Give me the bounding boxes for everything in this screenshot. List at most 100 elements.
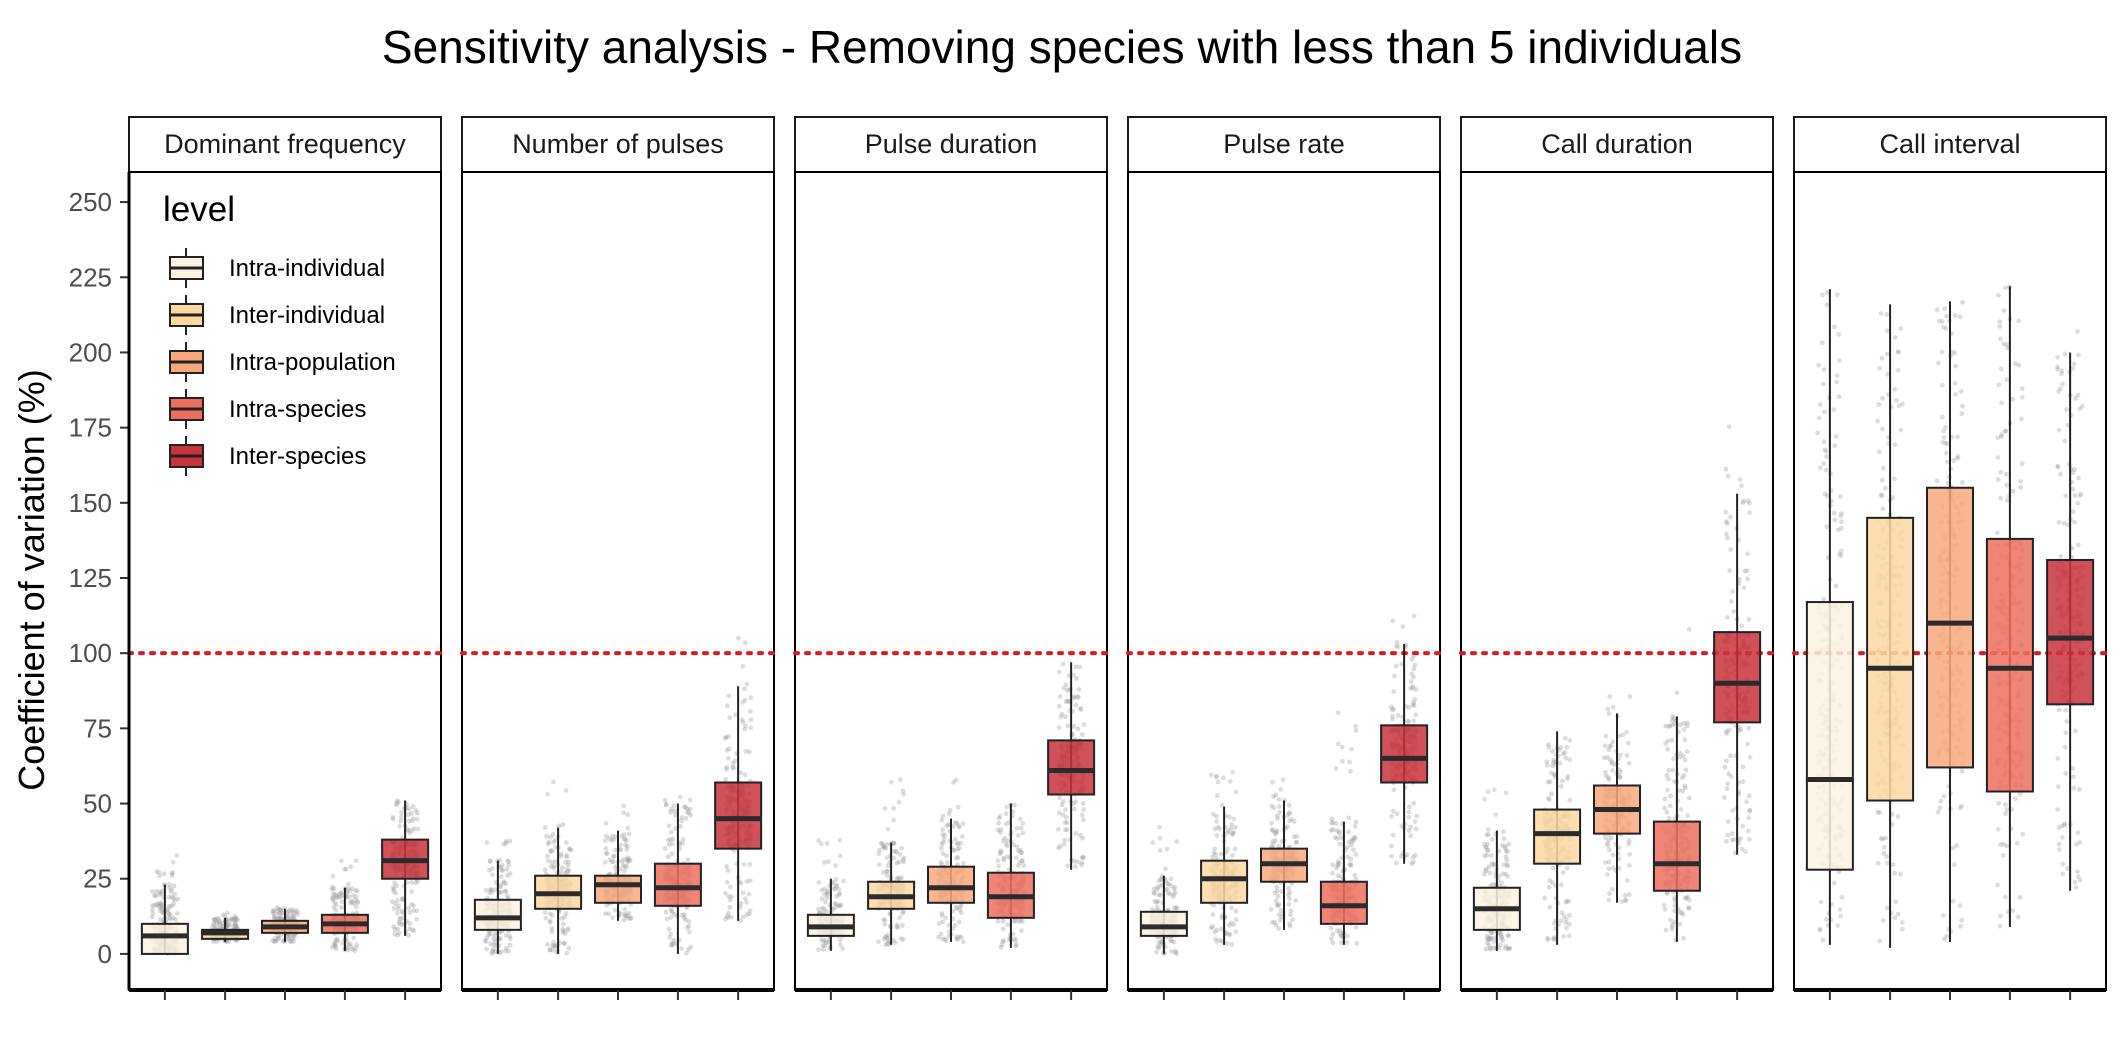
jitter-point: [1278, 908, 1284, 913]
jitter-point: [1330, 827, 1336, 832]
jitter-point: [493, 930, 498, 935]
jitter-point: [683, 816, 689, 821]
jitter-point: [1079, 862, 1085, 868]
jitter-point: [1064, 687, 1070, 693]
jitter-point: [625, 855, 630, 861]
jitter-point: [1328, 828, 1334, 833]
jitter-point: [1013, 943, 1019, 949]
jitter-point: [1155, 898, 1161, 904]
jitter-point: [746, 911, 752, 917]
jitter-point: [1499, 880, 1505, 886]
jitter-point: [331, 886, 337, 892]
jitter-point: [1060, 661, 1066, 667]
jitter-point: [226, 939, 231, 945]
jitter-point: [625, 825, 631, 831]
jitter-point: [414, 816, 420, 822]
jitter-point: [1078, 707, 1084, 712]
jitter-point: [217, 918, 222, 924]
jitter-point: [545, 841, 551, 847]
jitter-point: [1548, 770, 1554, 776]
jitter-point: [1063, 714, 1068, 720]
jitter-point: [951, 847, 957, 853]
jitter-point: [1269, 803, 1274, 809]
jitter-point: [1014, 942, 1019, 948]
jitter-point: [1353, 723, 1359, 729]
jitter-point: [936, 934, 942, 940]
jitter-point: [954, 840, 960, 846]
jitter-point: [331, 940, 337, 946]
jitter-point: [290, 913, 296, 919]
jitter-point: [1484, 852, 1490, 858]
jitter-point: [748, 695, 754, 701]
jitter-point: [955, 854, 961, 860]
jitter-point: [1337, 928, 1343, 933]
jitter-point: [330, 873, 336, 879]
jitter-point: [332, 943, 338, 949]
jitter-point: [1057, 694, 1063, 699]
jitter-point: [172, 891, 178, 897]
jitter-point: [1409, 671, 1415, 677]
jitter-point: [1079, 732, 1085, 737]
jitter-point: [1229, 942, 1235, 947]
jitter-point: [957, 907, 963, 913]
jitter-point: [355, 899, 360, 904]
jitter-point: [1483, 844, 1489, 850]
jitter-point: [1612, 762, 1617, 768]
jitter-point: [1547, 878, 1553, 883]
jitter-point: [1290, 917, 1296, 923]
jitter-point: [620, 863, 626, 869]
jitter-point: [1329, 820, 1335, 826]
jitter-point: [550, 832, 556, 837]
jitter-point: [1017, 860, 1023, 866]
jitter-point: [825, 888, 830, 894]
jitter-point: [941, 836, 947, 842]
jitter-point: [1079, 855, 1085, 861]
jitter-point: [1164, 886, 1170, 892]
jitter-point: [1231, 830, 1237, 836]
jitter-point: [1215, 824, 1221, 830]
jitter-point: [1226, 931, 1232, 937]
jitter-point: [1156, 878, 1162, 884]
jitter-point: [1488, 853, 1494, 858]
jitter-point: [278, 906, 283, 912]
jitter-point: [349, 899, 355, 905]
jitter-point: [1344, 940, 1350, 945]
jitter-point: [1291, 819, 1297, 824]
jitter-point: [339, 905, 344, 910]
jitter-point: [953, 904, 959, 910]
jitter-point: [1158, 877, 1164, 883]
jitter-point: [1394, 639, 1400, 645]
jitter-point: [666, 841, 672, 847]
jitter-point: [565, 927, 571, 933]
jitter-point: [1564, 925, 1569, 931]
jitter-point: [411, 826, 417, 832]
jitter-point: [157, 908, 163, 914]
jitter-point: [1609, 759, 1615, 765]
jitter-point: [558, 853, 564, 859]
jitter-point: [1390, 618, 1396, 624]
jitter-point: [169, 870, 175, 876]
jitter-point: [938, 845, 944, 851]
jitter-point: [1224, 941, 1230, 947]
jitter-point: [1156, 945, 1162, 951]
jitter-point: [276, 916, 282, 921]
jitter-point: [160, 904, 165, 910]
jitter-point: [1075, 726, 1081, 732]
jitter-point: [289, 907, 295, 912]
jitter-point: [285, 933, 291, 939]
jitter-point: [395, 906, 401, 912]
jitter-point: [895, 925, 901, 930]
jitter-point: [1399, 853, 1404, 859]
jitter-point: [1225, 846, 1231, 852]
jitter-point: [564, 867, 570, 873]
jitter-point: [398, 814, 404, 820]
jitter-point: [276, 906, 282, 912]
jitter-point: [834, 883, 840, 889]
jitter-point: [1233, 917, 1239, 923]
jitter-point: [679, 912, 685, 918]
jitter-point: [624, 847, 630, 852]
jitter-point: [288, 938, 294, 944]
jitter-point: [1071, 694, 1077, 699]
jitter-point: [1501, 836, 1507, 842]
jitter-point: [1606, 866, 1612, 872]
